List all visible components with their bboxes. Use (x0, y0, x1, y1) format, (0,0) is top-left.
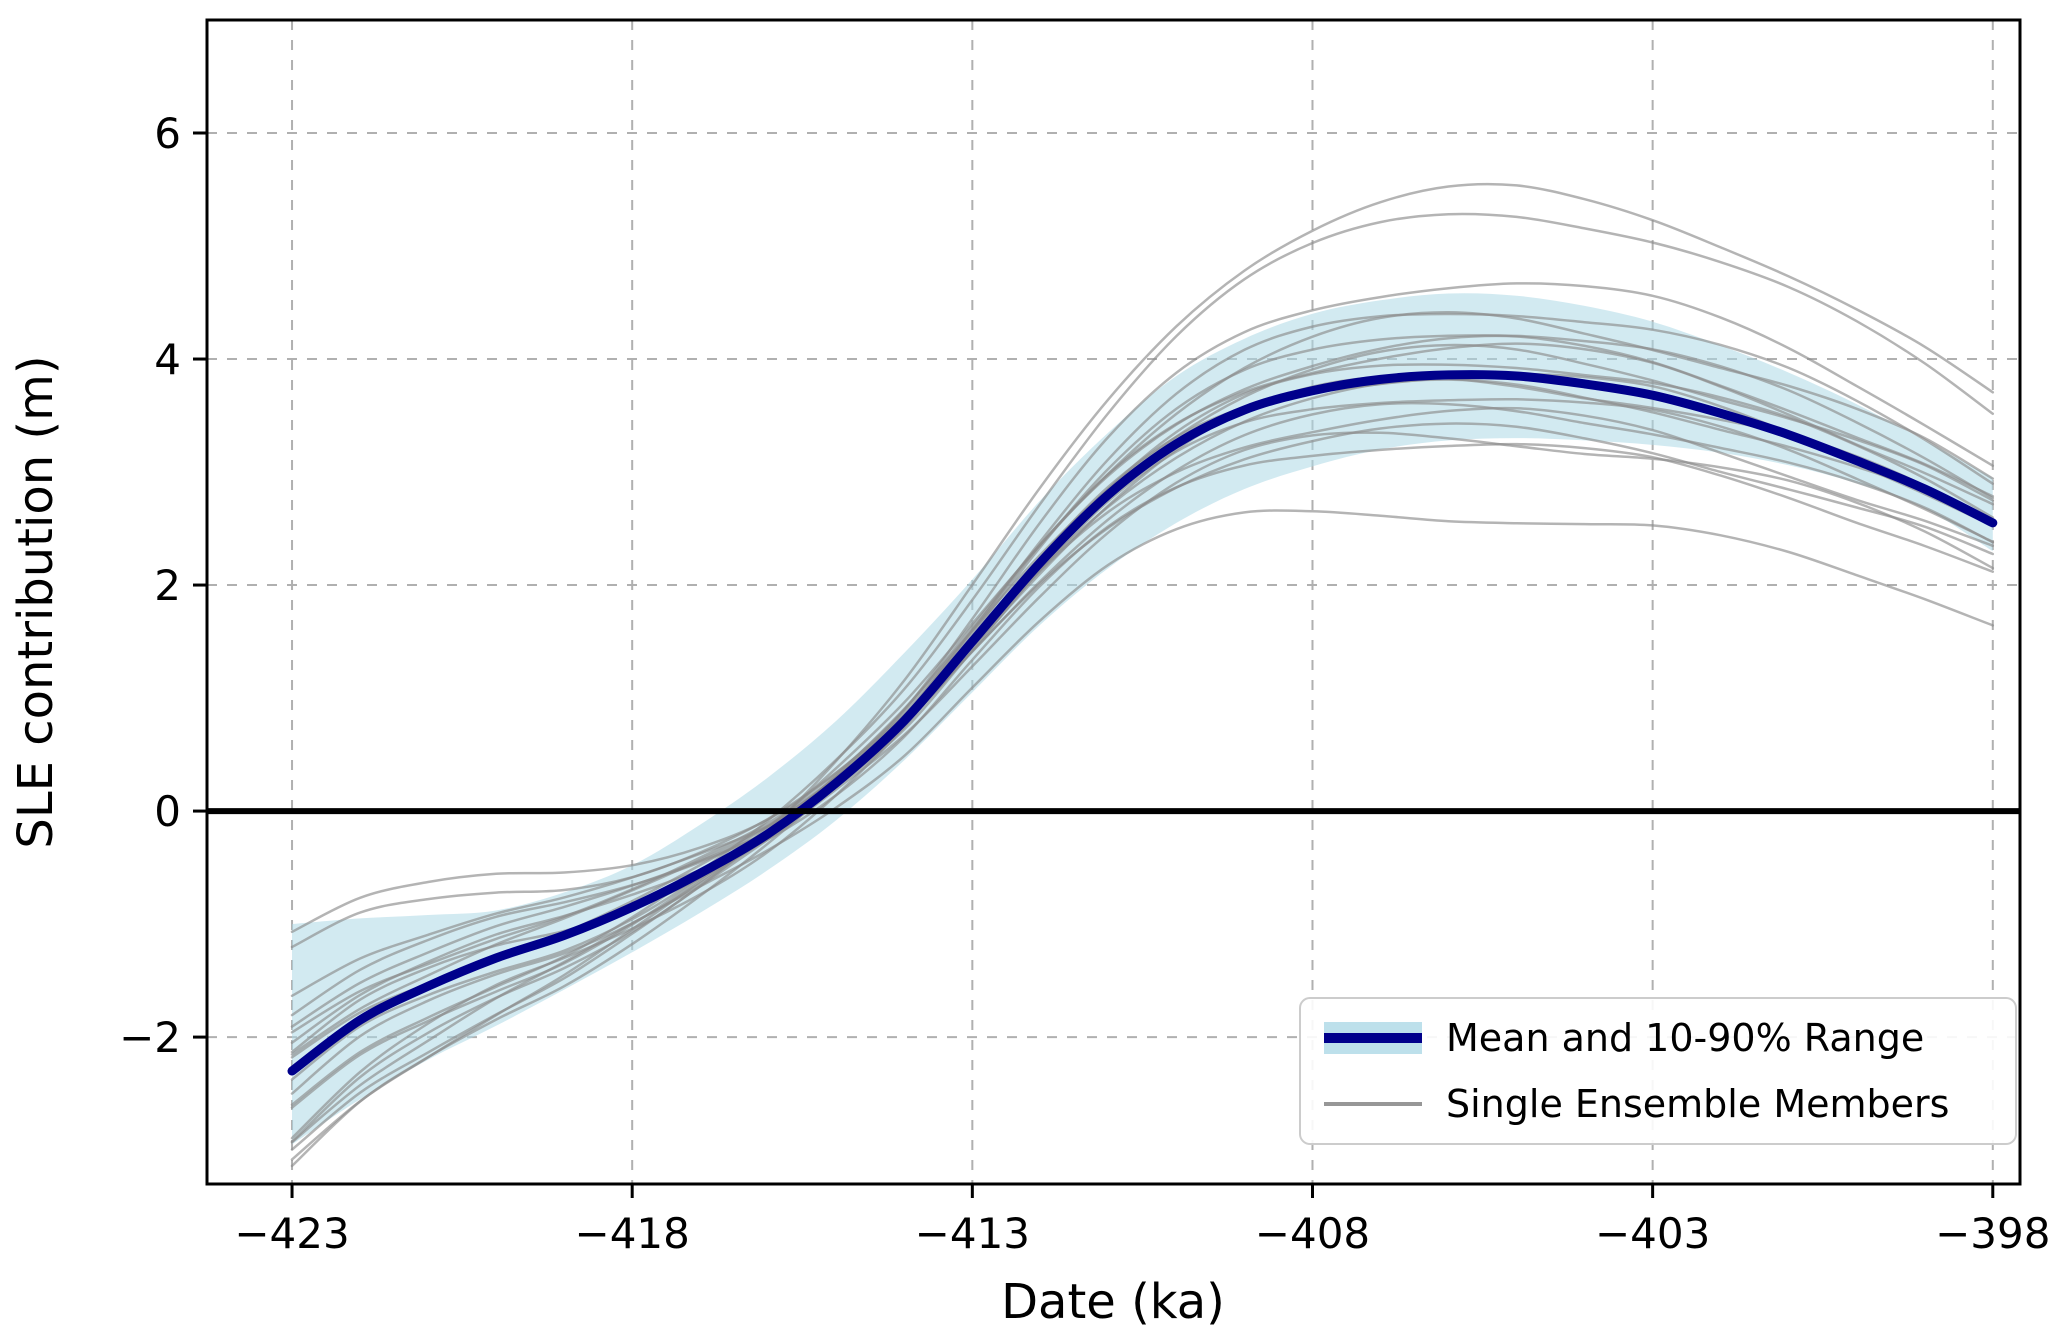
ensemble-member-line (290, 509, 1995, 1144)
ensemble-member-line (290, 378, 1995, 949)
plot-area (287, 182, 1998, 1168)
ensemble-member-line (290, 312, 1995, 1161)
x-axis-label: Date (ka) (1001, 1274, 1225, 1330)
x-tick-label: −413 (915, 1209, 1030, 1258)
legend-label-ensemble: Single Ensemble Members (1446, 1082, 1949, 1126)
ensemble-member-line (290, 401, 1995, 1168)
ensemble-member-line (290, 334, 1995, 934)
x-tick-label: −418 (575, 1209, 690, 1258)
ensemble-member-line (290, 372, 1995, 1028)
legend-label-mean: Mean and 10-90% Range (1446, 1016, 1924, 1060)
y-tick-label: 2 (154, 561, 181, 610)
plot-border (205, 18, 2022, 1186)
ensemble-member-line (290, 431, 1995, 1151)
y-tick-label: −2 (119, 1013, 181, 1062)
y-tick-label: 6 (154, 109, 181, 158)
legend-box (1299, 997, 2017, 1145)
x-tick-label: −408 (1255, 1209, 1370, 1258)
y-tick-label: 0 (154, 787, 181, 836)
ensemble-member-line (290, 406, 1995, 1140)
x-tick-label: −398 (1935, 1209, 2050, 1258)
ensemble-member-line (290, 442, 1995, 1044)
mean-line (287, 370, 1998, 1076)
x-tick-label: −423 (234, 1209, 349, 1258)
y-axis-label: SLE contribution (m) (8, 355, 64, 848)
ensemble-member-line (290, 182, 1995, 1143)
ensemble-member-line (290, 397, 1995, 998)
x-tick-label: −403 (1595, 1209, 1710, 1258)
y-tick-label: 4 (154, 335, 181, 384)
